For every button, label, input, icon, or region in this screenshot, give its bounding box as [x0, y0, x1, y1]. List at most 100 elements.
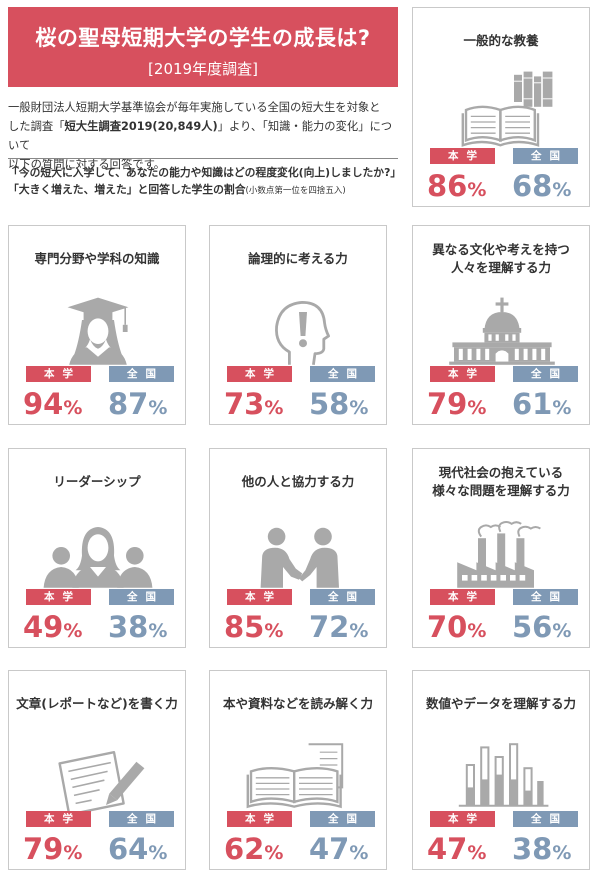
description-line-2: した調査「短大生調査2019(20,849人)」より、「知識・能力の変化」につい… — [8, 117, 400, 155]
percent-unit: % — [148, 842, 168, 864]
nation-label: 全国 — [513, 148, 578, 164]
skill-panel: 論理的に考える力 本学 全国 73% 58% — [209, 225, 387, 425]
panel-title-line: 専門分野や学科の知識 — [34, 251, 160, 266]
page-title: 桜の聖母短期大学の学生の成長は? — [35, 26, 371, 50]
description: 一般財団法人短期大学基準協会が毎年実施している全国の短大生を対象と した調査「短… — [8, 98, 400, 174]
nation-label: 全国 — [310, 366, 375, 382]
church-icon — [449, 297, 555, 365]
question-line-1: 「今の短大に入学して、あなたの能力や知識はどの程度変化(向上)しましたか?」 — [8, 166, 402, 179]
nation-label: 全国 — [513, 589, 578, 605]
nation-percent: 87% — [108, 387, 188, 421]
nation-percent: 38% — [512, 832, 592, 866]
nation-percent-value: 38 — [108, 610, 149, 644]
book-icon — [461, 71, 553, 147]
school-percent: 47% — [427, 832, 507, 866]
nation-percent: 68% — [512, 169, 592, 203]
question-line-2: 「大きく増えた、増えた」と回答した学生の割合(小数点第一位を四捨五入) — [8, 181, 400, 200]
nation-label: 全国 — [513, 366, 578, 382]
panel-title-line: 一般的な教養 — [463, 33, 539, 48]
school-label: 本学 — [227, 366, 292, 382]
school-percent-value: 70 — [427, 610, 468, 644]
description-line-1: 一般財団法人短期大学基準協会が毎年実施している全国の短大生を対象と — [8, 101, 381, 114]
panel-title-line: 論理的に考える力 — [248, 251, 348, 266]
percent-unit: % — [349, 842, 369, 864]
nation-percent-value: 72 — [309, 610, 350, 644]
school-percent: 62% — [224, 832, 304, 866]
school-percent: 94% — [23, 387, 103, 421]
rounding-note: (小数点第一位を四捨五入) — [245, 186, 346, 196]
nation-percent: 38% — [108, 610, 188, 644]
nation-label: 全国 — [109, 589, 174, 605]
nation-label: 全国 — [513, 811, 578, 827]
percent-unit: % — [467, 842, 487, 864]
percent-unit: % — [63, 620, 83, 642]
skill-panel: 現代社会の抱えている 様々な問題を理解する力 本学 全国 70% 56% — [412, 448, 590, 648]
percent-unit: % — [467, 397, 487, 419]
nation-percent: 64% — [108, 832, 188, 866]
thinking-head-icon — [275, 301, 330, 365]
header-banner: 桜の聖母短期大学の学生の成長は? [2019年度調査] — [8, 7, 398, 87]
panel-title-line: 異なる文化や考えを持つ — [432, 242, 570, 257]
percent-unit: % — [63, 397, 83, 419]
panel-title-line: リーダーシップ — [53, 474, 141, 489]
school-label: 本学 — [227, 589, 292, 605]
nation-percent-value: 58 — [309, 387, 350, 421]
skill-panel: 専門分野や学科の知識 本学 全国 94% 87% — [8, 225, 186, 425]
nation-percent: 58% — [309, 387, 389, 421]
panel-title: 異なる文化や考えを持つ 人々を理解する力 — [413, 226, 589, 292]
percent-unit: % — [552, 397, 572, 419]
school-percent-value: 85 — [224, 610, 265, 644]
nation-percent-value: 87 — [108, 387, 149, 421]
skill-panel: 一般的な教養 本学 全国 86% 68% — [412, 7, 590, 207]
school-percent-value: 86 — [427, 169, 468, 203]
survey-question: 「今の短大に入学して、あなたの能力や知識はどの程度変化(向上)しましたか?」 「… — [8, 164, 402, 200]
panel-title-line: 数値やデータを理解する力 — [425, 696, 576, 711]
nation-percent-value: 47 — [309, 832, 350, 866]
panel-title-line: 本や資料などを読み解く力 — [222, 696, 373, 711]
school-percent-value: 49 — [23, 610, 64, 644]
school-percent: 85% — [224, 610, 304, 644]
school-label: 本学 — [430, 589, 495, 605]
school-percent: 86% — [427, 169, 507, 203]
bar-graph-icon — [458, 743, 549, 807]
divider — [8, 158, 398, 159]
panel-title: 論理的に考える力 — [210, 226, 386, 292]
panel-title-line: 他の人と協力する力 — [241, 474, 355, 489]
page-subtitle: [2019年度調査] — [148, 60, 258, 78]
factory-icon — [457, 520, 541, 588]
percent-unit: % — [148, 620, 168, 642]
nation-percent: 72% — [309, 610, 389, 644]
school-label: 本学 — [430, 366, 495, 382]
skill-panel: 他の人と協力する力 本学 全国 85% 72% — [209, 448, 387, 648]
panel-title-line: 文章(レポートなど)を書く力 — [16, 696, 178, 711]
nation-label: 全国 — [109, 811, 174, 827]
panel-title: リーダーシップ — [9, 449, 185, 515]
nation-percent-value: 56 — [512, 610, 553, 644]
documents-icon — [246, 743, 344, 809]
writing-icon — [58, 751, 145, 813]
panel-title: 数値やデータを理解する力 — [413, 671, 589, 737]
description-text: 」より、「知識・能力の変化」について — [8, 120, 393, 152]
school-percent-value: 62 — [224, 832, 265, 866]
percent-unit: % — [349, 620, 369, 642]
panel-title-line: 様々な問題を理解する力 — [432, 483, 570, 498]
panel-title: 一般的な教養 — [413, 8, 589, 74]
percent-unit: % — [264, 842, 284, 864]
school-percent-value: 47 — [427, 832, 468, 866]
school-percent-value: 79 — [23, 832, 64, 866]
percent-unit: % — [552, 179, 572, 201]
school-percent-value: 94 — [23, 387, 64, 421]
graduate-icon — [67, 297, 129, 365]
nation-percent-value: 61 — [512, 387, 553, 421]
school-label: 本学 — [430, 148, 495, 164]
nation-percent-value: 68 — [512, 169, 553, 203]
nation-percent: 56% — [512, 610, 592, 644]
school-percent: 49% — [23, 610, 103, 644]
skill-panel: 異なる文化や考えを持つ 人々を理解する力 本学 全国 79% 61% — [412, 225, 590, 425]
skill-panel: リーダーシップ 本学 全国 49% 38% — [8, 448, 186, 648]
percent-unit: % — [63, 842, 83, 864]
percent-unit: % — [467, 620, 487, 642]
panel-title: 他の人と協力する力 — [210, 449, 386, 515]
percent-unit: % — [264, 620, 284, 642]
description-text: した調査「 — [8, 120, 65, 133]
